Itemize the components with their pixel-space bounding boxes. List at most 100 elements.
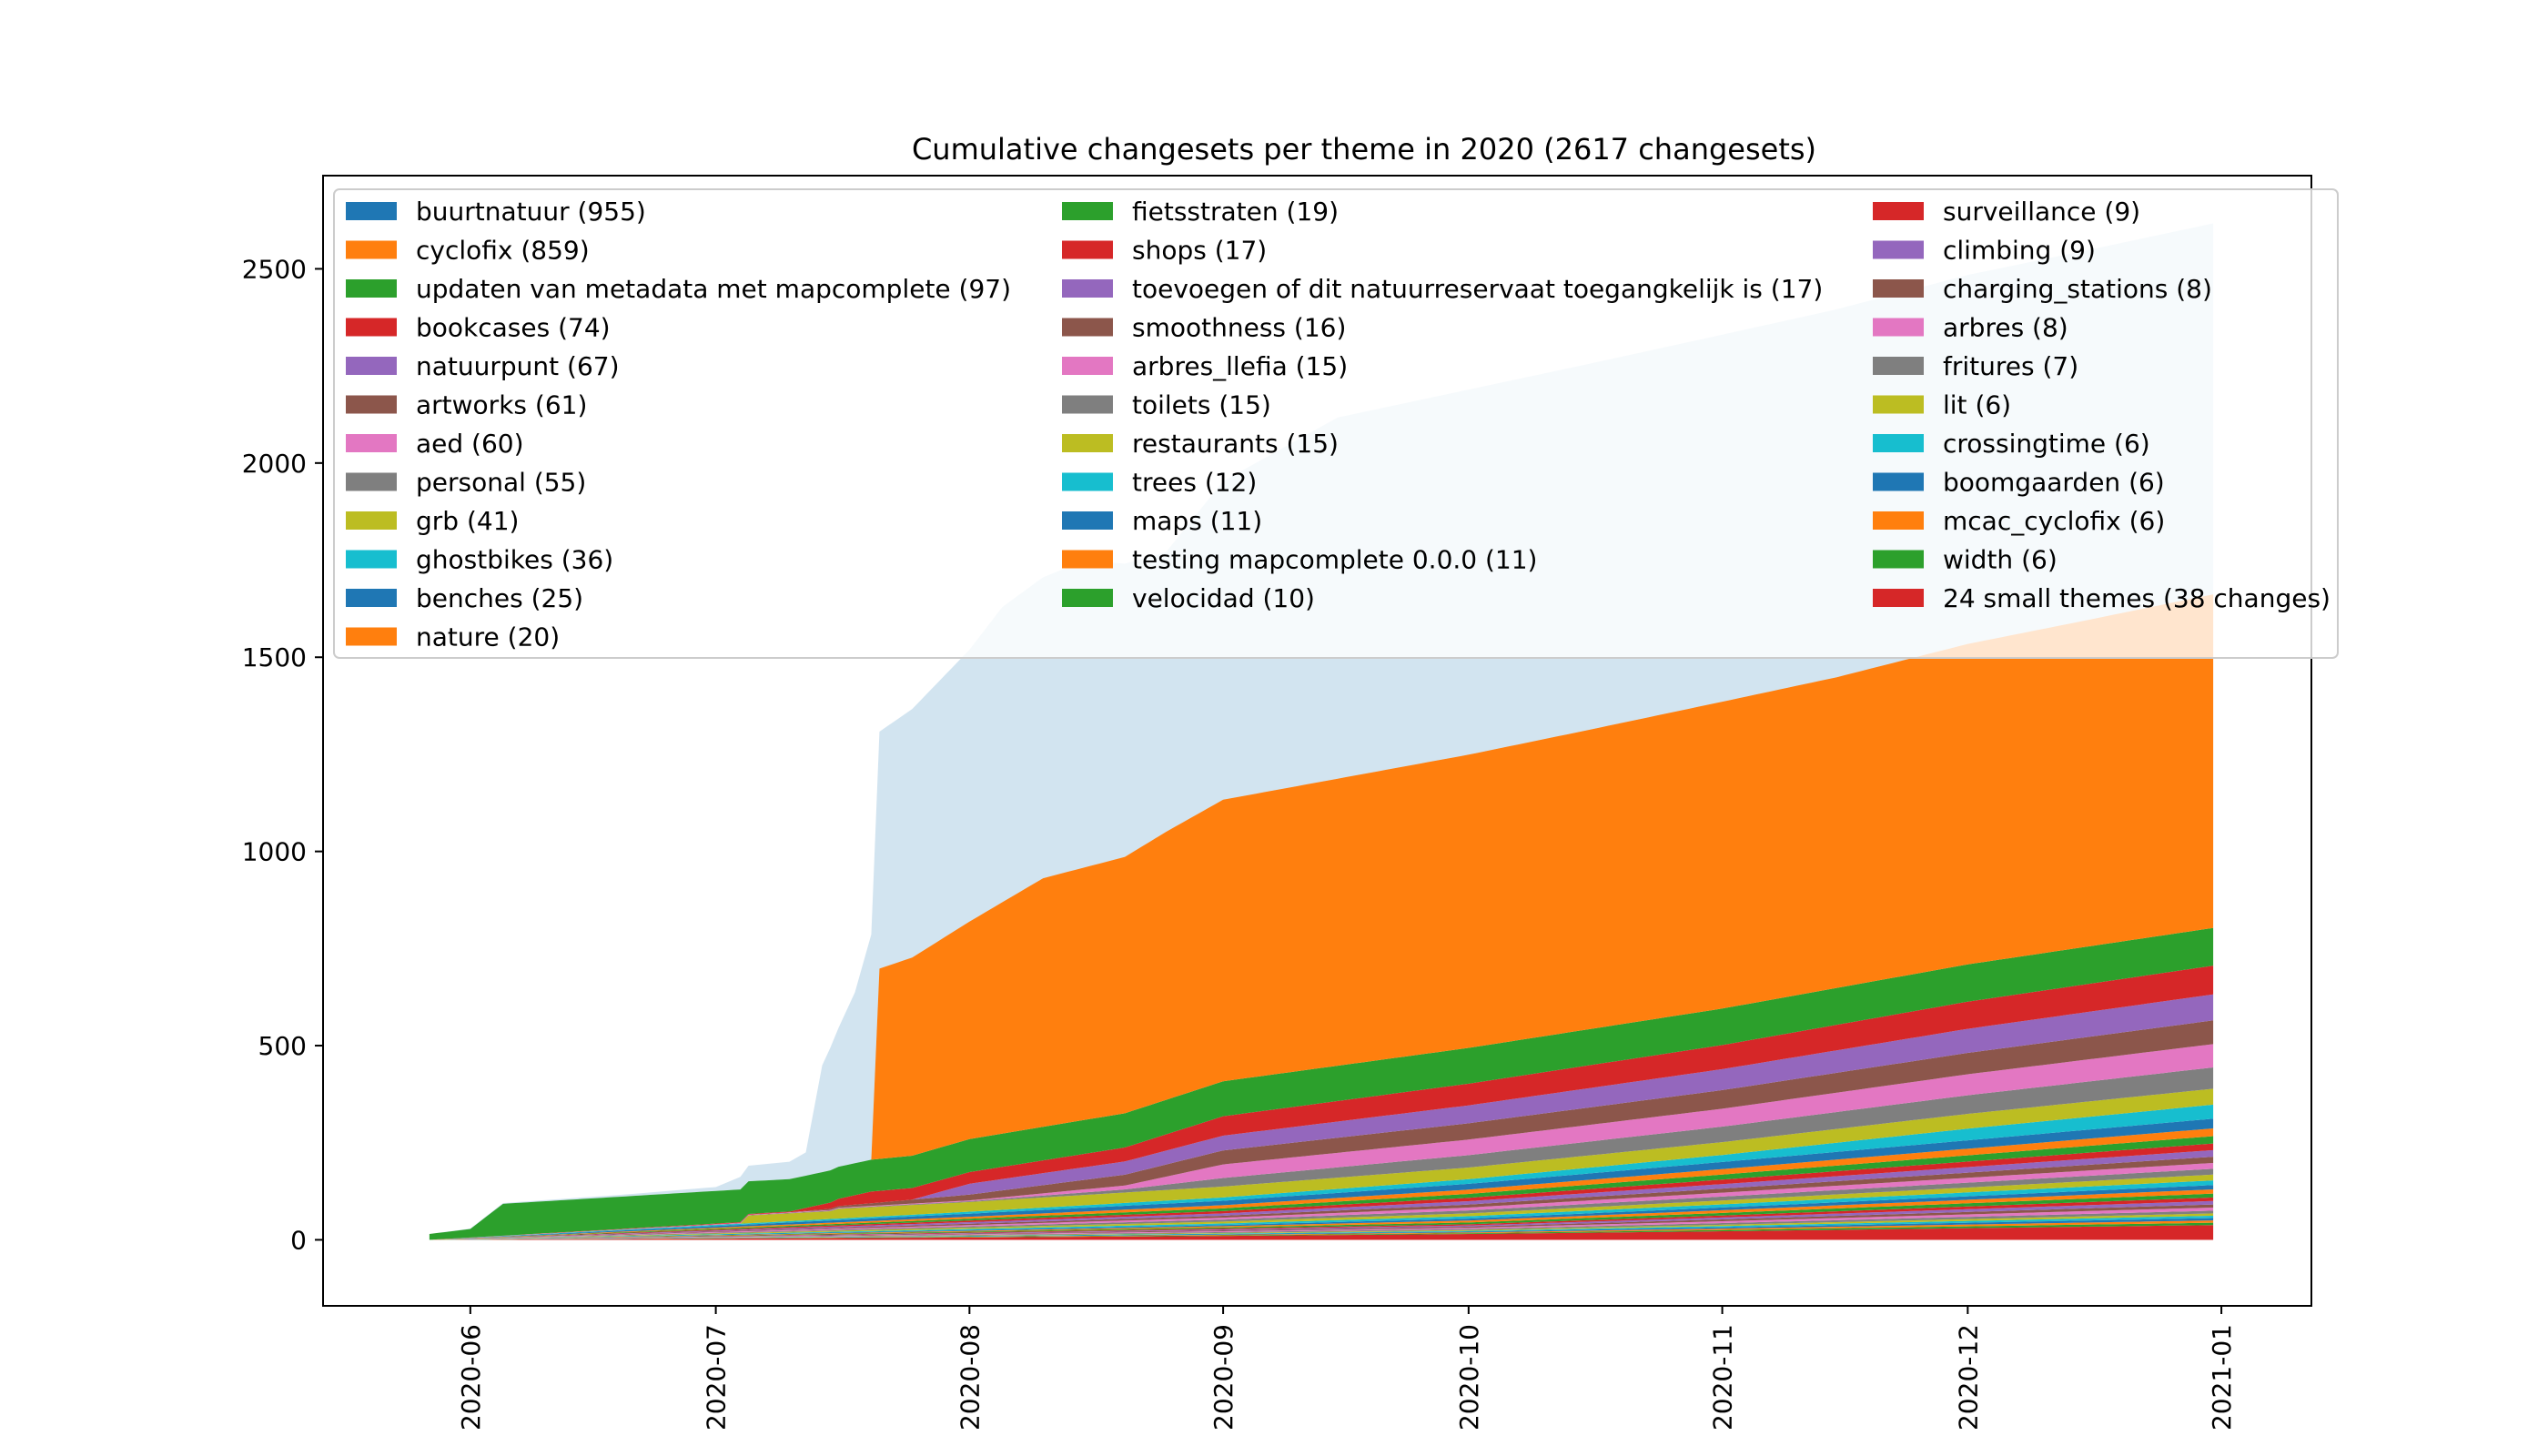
legend-entry-mcac-cyclofix-6: mcac_cyclofix (6): [1873, 506, 2165, 536]
legend-entry-bookcases-74: bookcases (74): [346, 313, 611, 343]
legend-label: buurtnatuur (955): [416, 197, 646, 227]
legend-swatch: [1873, 240, 1924, 259]
legend-swatch: [1873, 202, 1924, 220]
plot-frame: [322, 175, 2312, 1307]
x-tick-label: 2020-09: [1208, 1324, 1239, 1431]
legend-label: fietsstraten (19): [1132, 197, 1339, 227]
legend-label: lit (6): [1943, 390, 2011, 420]
legend-label: shops (17): [1132, 236, 1267, 266]
legend-label: charging_stations (8): [1943, 274, 2212, 304]
area-bookcases-74: [429, 966, 2214, 1240]
legend-label: toilets (15): [1132, 390, 1271, 420]
legend-entry-velocidad-10: velocidad (10): [1062, 583, 1315, 613]
x-tick-label: 2021-01: [2207, 1324, 2237, 1431]
legend-entry-crossingtime-6: crossingtime (6): [1873, 429, 2150, 459]
legend-entry-climbing-9: climbing (9): [1873, 236, 2096, 266]
legend-label: bookcases (74): [416, 313, 611, 343]
legend-label: personal (55): [416, 468, 586, 498]
legend-label: updaten van metadata met mapcomplete (97…: [416, 274, 1011, 304]
legend-entry-maps-11: maps (11): [1062, 506, 1262, 536]
y-tick-label: 0: [290, 1225, 307, 1255]
legend-swatch: [1873, 511, 1924, 530]
y-tick-label: 2000: [242, 449, 307, 479]
legend-swatch: [346, 240, 397, 259]
legend-entry-fietsstraten-19: fietsstraten (19): [1062, 197, 1339, 227]
legend: buurtnatuur (955) cyclofix (859) updaten v…: [333, 188, 2339, 659]
legend-entry-buurtnatuur-955: buurtnatuur (955): [346, 197, 646, 227]
legend-entry-arbres-llefia-15: arbres_llefia (15): [1062, 351, 1348, 381]
legend-swatch: [1873, 279, 1924, 298]
x-tick-label: 2020-08: [955, 1324, 985, 1431]
legend-swatch: [1062, 511, 1113, 530]
legend-label: width (6): [1943, 545, 2058, 575]
legend-entry-trees-12: trees (12): [1062, 468, 1257, 498]
legend-label: benches (25): [416, 583, 583, 613]
legend-label: velocidad (10): [1132, 583, 1315, 613]
legend-entry-personal-55: personal (55): [346, 468, 586, 498]
legend-entry-lit-6: lit (6): [1873, 390, 2011, 420]
legend-label: toevoegen of dit natuurreservaat toegang…: [1132, 274, 1823, 304]
legend-entry-smoothness-16: smoothness (16): [1062, 313, 1346, 343]
legend-swatch: [346, 318, 397, 337]
legend-entry-benches-25: benches (25): [346, 583, 583, 613]
legend-entry-artworks-61: artworks (61): [346, 390, 587, 420]
legend-swatch: [1873, 395, 1924, 414]
legend-label: aed (60): [416, 429, 524, 459]
legend-label: fritures (7): [1943, 351, 2078, 381]
legend-label: restaurants (15): [1132, 429, 1339, 459]
legend-swatch: [346, 472, 397, 491]
legend-swatch: [346, 627, 397, 646]
legend-swatch: [346, 357, 397, 375]
legend-swatch: [1873, 472, 1924, 491]
area-24-small-themes-38-changes: [429, 1225, 2214, 1240]
legend-entry-toevoegen-of-dit-natuurreservaat-toegangkelijk-is-17: toevoegen of dit natuurreservaat toegang…: [1062, 274, 1823, 304]
legend-swatch: [1873, 550, 1924, 569]
legend-swatch: [1873, 357, 1924, 375]
legend-swatch: [1062, 318, 1113, 337]
legend-swatch: [346, 395, 397, 414]
legend-entry-charging-stations-8: charging_stations (8): [1873, 274, 2212, 304]
legend-entry-nature-20: nature (20): [346, 622, 560, 652]
legend-entry-restaurants-15: restaurants (15): [1062, 429, 1339, 459]
legend-entry-width-6: width (6): [1873, 545, 2058, 575]
legend-label: cyclofix (859): [416, 236, 590, 266]
legend-entry-aed-60: aed (60): [346, 429, 524, 459]
legend-swatch: [1062, 589, 1113, 607]
legend-entry-natuurpunt-67: natuurpunt (67): [346, 351, 620, 381]
legend-entry-ghostbikes-36: ghostbikes (36): [346, 545, 613, 575]
legend-entry-arbres-8: arbres (8): [1873, 313, 2068, 343]
legend-swatch: [1873, 434, 1924, 452]
legend-label: testing mapcomplete 0.0.0 (11): [1132, 545, 1537, 575]
legend-swatch: [1062, 395, 1113, 414]
legend-swatch: [1062, 434, 1113, 452]
legend-label: boomgaarden (6): [1943, 468, 2165, 498]
legend-swatch: [346, 550, 397, 569]
legend-label: ghostbikes (36): [416, 545, 613, 575]
legend-label: surveillance (9): [1943, 197, 2140, 227]
y-tick-label: 500: [258, 1031, 307, 1061]
legend-label: nature (20): [416, 622, 560, 652]
legend-entry-toilets-15: toilets (15): [1062, 390, 1271, 420]
legend-swatch: [1873, 318, 1924, 337]
legend-label: smoothness (16): [1132, 313, 1346, 343]
legend-label: artworks (61): [416, 390, 587, 420]
legend-swatch: [1873, 589, 1924, 607]
area-cyclofix-859: [429, 594, 2214, 1235]
legend-swatch: [1062, 240, 1113, 259]
y-tick-label: 2500: [242, 254, 307, 284]
legend-swatch: [1062, 279, 1113, 298]
legend-entry-grb-41: grb (41): [346, 506, 519, 536]
x-tick-label: 2020-07: [702, 1324, 732, 1431]
legend-label: grb (41): [416, 506, 519, 536]
legend-swatch: [1062, 472, 1113, 491]
legend-swatch: [346, 589, 397, 607]
legend-swatch: [1062, 550, 1113, 569]
legend-swatch: [346, 511, 397, 530]
legend-label: mcac_cyclofix (6): [1943, 506, 2165, 536]
legend-entry-cyclofix-859: cyclofix (859): [346, 236, 590, 266]
y-tick-label: 1000: [242, 837, 307, 867]
chart-title: Cumulative changesets per theme in 2020 …: [912, 132, 1816, 167]
legend-entry-fritures-7: fritures (7): [1873, 351, 2078, 381]
legend-label: arbres_llefia (15): [1132, 351, 1348, 381]
